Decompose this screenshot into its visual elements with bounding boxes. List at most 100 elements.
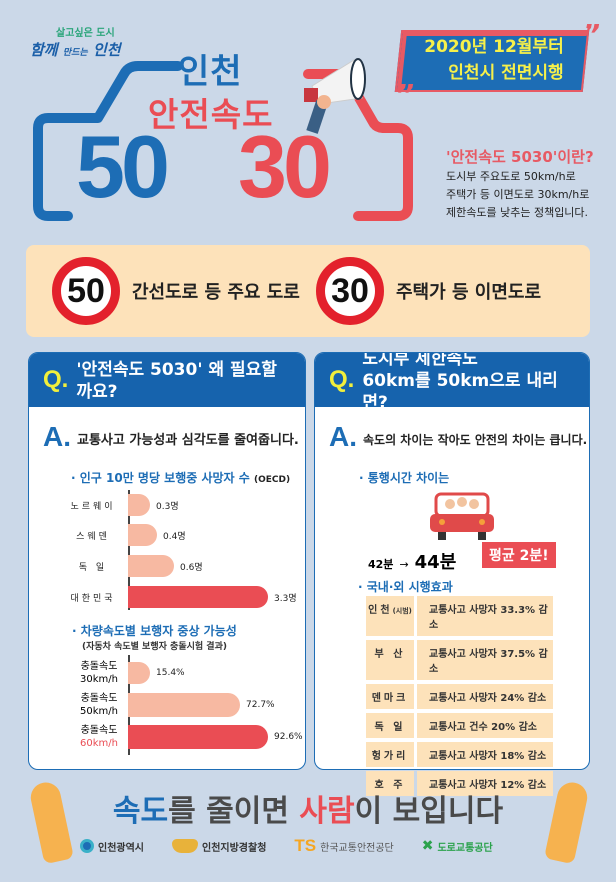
label-top: 충돌속도 — [80, 693, 118, 704]
slogan-word: 함께 — [30, 41, 58, 59]
bar-label: 스웨덴 — [76, 531, 110, 542]
hero-title-city: 인천 — [178, 52, 243, 92]
slogan-word: 인천 — [92, 41, 121, 59]
slogan-text: 이 보입니다 — [354, 794, 504, 829]
bar-label: 노르웨이 — [70, 501, 116, 512]
effects-value: 교통사고 사망자 18% 감소 — [417, 742, 553, 767]
definition-line: 제한속도를 낮추는 정책입니다. — [446, 206, 589, 219]
bar-label: 대한민국 — [70, 593, 116, 604]
bar-label: 충돌속도 30km/h — [70, 660, 128, 686]
q-mark: Q. — [329, 366, 355, 393]
effects-value: 교통사고 사망자 37.5% 감소 — [417, 640, 553, 680]
slogan-text: 를 줄이면 — [168, 794, 300, 829]
answer-row: A. 교통사고 가능성과 심각도를 줄여줍니다. — [43, 423, 305, 451]
travel-title: · 통행시간 차이는 — [359, 471, 450, 485]
chart1-row: 독 일 0.6명 — [58, 555, 203, 577]
chart1-row: 대한민국 3.3명 — [58, 586, 297, 608]
effects-row: 인천(시범) 교통사고 사망자 33.3% 감소 — [366, 596, 553, 636]
arrow-icon: → — [399, 558, 409, 571]
speed-sign-30-icon: 30 — [316, 257, 384, 325]
speed-item-30: 30 주택가 등 이면도로 — [316, 257, 541, 325]
notice-line1: 2020년 12월부터 — [424, 37, 564, 57]
question-line2: 60km를 50km으로 내리면? — [362, 371, 558, 413]
hero-title-program: 안전속도 — [148, 95, 274, 134]
label-bottom: 50km/h — [80, 706, 118, 717]
chart2-title: · 차량속도별 보행자 중상 가능성 — [72, 624, 237, 638]
slogan-line2: 함께 만드는 인천 — [30, 39, 121, 60]
region-note: (시범) — [392, 607, 412, 615]
card-header: Q. '안전속도 5030' 왜 필요할까요? — [29, 353, 305, 407]
effects-value: 교통사고 건수 20% 감소 — [417, 713, 553, 738]
bar — [128, 494, 150, 516]
effects-region: 호 주 — [366, 771, 414, 796]
quote-mark: ” — [396, 78, 415, 111]
chart2-subtitle: (자동차 속도별 보행자 충돌시험 결과) — [82, 642, 227, 652]
effects-row: 헝가리 교통사고 사망자 18% 감소 — [366, 742, 553, 767]
label-top: 충돌속도 — [80, 725, 118, 736]
slogan-word: 만드는 — [62, 48, 88, 58]
answer-row: A. 속도의 차이는 작아도 안전의 차이는 큽니다. — [329, 423, 589, 451]
logo-koroad: ✖ 도로교통공단 — [422, 838, 493, 854]
logo-name: 인천광역시 — [98, 842, 144, 854]
koroad-logo-icon: ✖ — [421, 838, 434, 854]
speed-label-50: 간선도로 등 주요 도로 — [132, 282, 300, 303]
region-name: 인천 — [368, 605, 393, 616]
logo-ts: TS 한국교통안전공단 — [294, 836, 393, 856]
travel-time: 42분 → 44분 — [368, 548, 456, 574]
effects-title: · 국내·외 시행효과 — [358, 580, 453, 594]
logo-name: 한국교통안전공단 — [320, 842, 394, 854]
effects-region: 헝가리 — [366, 742, 414, 767]
logo-incheon-city: 인천광역시 — [80, 839, 144, 854]
chart1-title: · 인구 10만 명당 보행중 사망자 수 (OECD) — [71, 469, 305, 486]
chart1-row: 스웨덴 0.4명 — [58, 524, 186, 546]
effects-row: 호 주 교통사고 사망자 12% 감소 — [366, 771, 553, 796]
speed-limit-band: 50 간선도로 등 주요 도로 30 주택가 등 이면도로 — [26, 245, 590, 337]
effects-row: 부 산 교통사고 사망자 37.5% 감소 — [366, 640, 553, 680]
bar-value: 15.4% — [156, 668, 185, 678]
chart1-row: 노르웨이 0.3명 — [58, 494, 179, 516]
bar — [128, 693, 240, 717]
speed-label-30: 주택가 등 이면도로 — [396, 282, 542, 303]
effects-value: 교통사고 사망자 33.3% 감소 — [417, 596, 553, 636]
effects-value: 교통사고 사망자 24% 감소 — [417, 684, 553, 709]
chart1-title-note: (OECD) — [254, 475, 291, 485]
logo-police: 인천지방경찰청 — [172, 839, 266, 854]
car-with-family-icon — [430, 492, 494, 540]
travel-to: 44분 — [414, 552, 457, 573]
bar — [128, 662, 150, 684]
slogan-highlight-speed: 속도 — [112, 794, 169, 829]
chart2-row: 충돌속도 30km/h 15.4% — [70, 660, 185, 686]
definition-line: 주택가 등 이면도로 30km/h로 — [446, 188, 590, 201]
megaphone-icon — [304, 58, 366, 134]
definition-body: 도시부 주요도로 50km/h로 주택가 등 이면도로 30km/h로 제한속도… — [446, 168, 589, 222]
bar-value: 0.4명 — [163, 531, 186, 542]
bar-highlight — [128, 586, 268, 608]
hero-number-50: 50 — [76, 117, 170, 216]
travel-from: 42분 — [368, 558, 394, 571]
question-text: 도시부 제한속도 60km를 50km으로 내리면? — [362, 353, 575, 414]
answer-text: 속도의 차이는 작아도 안전의 차이는 큽니다. — [363, 433, 588, 447]
bar-highlight — [128, 725, 268, 749]
average-badge: 평균 2분! — [482, 542, 556, 568]
speed-item-50: 50 간선도로 등 주요 도로 — [52, 257, 300, 325]
effects-region: 부 산 — [366, 640, 414, 680]
slogan-highlight-people: 사람 — [299, 794, 355, 829]
label-top: 충돌속도 — [80, 661, 118, 672]
label-bottom: 60km/h — [80, 738, 118, 749]
label-bottom: 30km/h — [80, 674, 118, 685]
card-header: Q. 도시부 제한속도 60km를 50km으로 내리면? — [315, 353, 589, 413]
definition-title: '안전속도 5030'이란? — [446, 148, 594, 166]
hero-number-30: 30 — [238, 117, 332, 216]
bar-value: 3.3명 — [274, 593, 297, 604]
partner-logos: 인천광역시 인천지방경찰청 TS 한국교통안전공단 ✖ 도로교통공단 — [80, 836, 493, 856]
logo-name: 도로교통공단 — [437, 842, 493, 854]
incheon-city-logo-icon — [80, 839, 94, 853]
question-text: '안전속도 5030' 왜 필요할까요? — [76, 360, 277, 402]
city-slogan-logo: 살고싶은 도시 함께 만드는 인천 — [30, 24, 121, 60]
bar-value: 92.6% — [274, 732, 303, 742]
speed-sign-50-icon: 50 — [52, 257, 120, 325]
q-mark: Q. — [43, 366, 69, 393]
effects-region: 인천(시범) — [366, 596, 414, 636]
a-mark: A. — [329, 421, 357, 452]
a-mark: A. — [43, 421, 71, 452]
